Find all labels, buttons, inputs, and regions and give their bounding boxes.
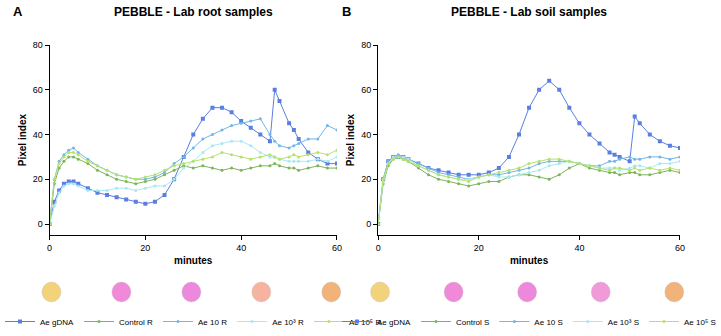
svg-text:Ae gDNA: Ae gDNA xyxy=(377,318,411,327)
svg-text:60: 60 xyxy=(332,243,342,253)
svg-text:0: 0 xyxy=(47,243,52,253)
svg-text:Control R: Control R xyxy=(119,318,153,327)
svg-text:PEBBLE - Lab root samples: PEBBLE - Lab root samples xyxy=(114,5,273,19)
svg-text:A: A xyxy=(13,4,23,19)
svg-text:Ae gDNA: Ae gDNA xyxy=(40,318,74,327)
svg-text:20: 20 xyxy=(361,174,371,184)
svg-text:Ae 10⁵ R: Ae 10⁵ R xyxy=(348,317,382,327)
svg-text:20: 20 xyxy=(33,174,43,184)
svg-text:Pixel index: Pixel index xyxy=(345,114,356,167)
svg-text:Ae 10³ R: Ae 10³ R xyxy=(272,318,304,327)
svg-text:B: B xyxy=(342,4,351,19)
svg-text:0: 0 xyxy=(38,219,43,229)
svg-text:Ae 10 S: Ae 10 S xyxy=(534,318,562,327)
svg-text:Ae 10³ S: Ae 10³ S xyxy=(608,318,639,327)
svg-text:80: 80 xyxy=(361,40,371,50)
svg-text:0: 0 xyxy=(366,219,371,229)
svg-text:Ae 10 R: Ae 10 R xyxy=(198,318,227,327)
svg-text:PEBBLE - Lab soil samples: PEBBLE - Lab soil samples xyxy=(451,5,607,19)
svg-text:40: 40 xyxy=(361,130,371,140)
svg-text:Pixel index: Pixel index xyxy=(17,114,28,167)
svg-text:60: 60 xyxy=(33,85,43,95)
svg-text:0: 0 xyxy=(376,243,381,253)
svg-text:20: 20 xyxy=(140,243,150,253)
svg-text:minutes: minutes xyxy=(510,255,549,266)
svg-text:60: 60 xyxy=(675,243,685,253)
svg-text:Ae 10⁵ S: Ae 10⁵ S xyxy=(684,318,716,327)
svg-text:60: 60 xyxy=(361,85,371,95)
svg-text:20: 20 xyxy=(474,243,484,253)
svg-text:40: 40 xyxy=(236,243,246,253)
svg-text:minutes: minutes xyxy=(174,255,213,266)
svg-text:80: 80 xyxy=(33,40,43,50)
svg-text:40: 40 xyxy=(33,130,43,140)
svg-text:40: 40 xyxy=(574,243,584,253)
svg-text:Control S: Control S xyxy=(456,318,489,327)
